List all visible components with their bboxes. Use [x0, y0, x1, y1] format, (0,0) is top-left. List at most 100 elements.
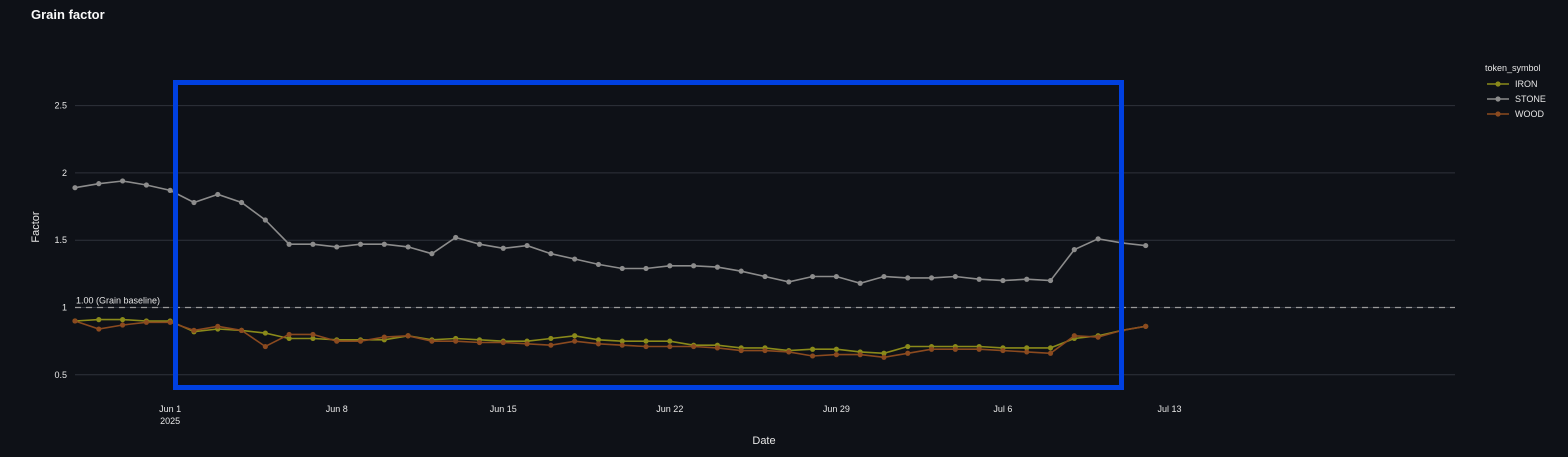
data-point-stone — [1071, 247, 1077, 253]
y-axis-ticks: 0.5 1 1.5 2 2.5 — [54, 101, 67, 380]
data-point-stone — [786, 279, 792, 285]
data-point-stone — [667, 263, 673, 269]
data-point-stone — [1024, 276, 1030, 282]
data-point-stone — [357, 241, 364, 247]
data-point-stone — [905, 275, 911, 281]
data-point-wood — [215, 323, 221, 329]
data-point-stone — [1095, 236, 1101, 242]
data-point-wood — [595, 341, 602, 347]
data-point-stone — [1047, 277, 1054, 284]
data-point-iron — [572, 333, 578, 339]
data-point-iron — [667, 338, 673, 344]
data-point-wood — [809, 353, 816, 359]
data-point-stone — [119, 178, 126, 184]
legend-item-stone: STONE — [1515, 94, 1546, 104]
series-line-stone — [74, 180, 1146, 285]
data-point-stone — [619, 265, 625, 272]
data-point-stone — [976, 276, 982, 282]
data-point-stone — [381, 241, 387, 247]
legend: token_symbol IRON STONE WOOD — [1485, 63, 1546, 119]
data-point-stone — [476, 241, 483, 247]
data-point-stone — [1000, 277, 1006, 284]
series-line-wood — [74, 320, 1146, 359]
data-point-stone — [215, 191, 221, 198]
x-tick-label: Jul 13 — [1157, 404, 1181, 414]
data-point-iron — [1024, 345, 1030, 351]
data-point-iron — [881, 350, 887, 356]
y-tick-label: 1.5 — [54, 235, 67, 245]
data-point-wood — [905, 350, 911, 356]
x-tick-label: Jun 22 — [656, 404, 683, 414]
y-tick-label: 2.5 — [54, 101, 67, 111]
data-point-iron — [1047, 345, 1054, 351]
baseline-label: 1.00 (Grain baseline) — [76, 296, 160, 306]
y-tick-label: 1 — [62, 303, 67, 313]
data-point-wood — [310, 331, 316, 338]
data-point-wood — [762, 347, 768, 354]
data-point-stone — [928, 275, 935, 281]
data-point-iron — [809, 346, 816, 352]
data-point-wood — [119, 322, 126, 328]
legend-title: token_symbol — [1485, 63, 1541, 73]
data-point-wood — [643, 343, 649, 350]
data-point-stone — [548, 251, 554, 257]
data-point-stone — [857, 280, 863, 286]
data-point-wood — [238, 327, 245, 333]
data-point-iron — [310, 335, 316, 342]
data-point-wood — [857, 352, 863, 358]
data-point-wood — [833, 352, 839, 358]
data-point-stone — [167, 187, 173, 193]
y-tick-label: 0.5 — [54, 370, 67, 380]
legend-item-wood: WOOD — [1515, 109, 1544, 119]
data-point-stone — [238, 199, 245, 206]
data-point-iron — [262, 330, 268, 336]
data-point-stone — [809, 273, 816, 280]
x-tick-label: Jun 1 — [159, 404, 181, 414]
data-point-wood — [548, 342, 554, 348]
data-point-wood — [1143, 323, 1149, 329]
data-point-wood — [1024, 349, 1030, 355]
series-group — [72, 178, 1149, 360]
data-point-wood — [262, 343, 268, 350]
data-point-iron — [833, 346, 839, 352]
data-point-wood — [952, 346, 958, 352]
data-point-stone — [429, 251, 435, 257]
x-axis-title: Date — [752, 435, 775, 447]
baseline-group: 1.00 (Grain baseline) — [75, 296, 1455, 309]
data-point-wood — [619, 342, 625, 348]
x-axis-ticks: Jun 1 2025 Jun 8 Jun 15 Jun 22 Jun 29 Jul 6 Jul… — [159, 404, 1181, 426]
data-point-stone — [595, 261, 602, 268]
data-point-iron — [119, 317, 126, 323]
data-point-wood — [928, 346, 935, 352]
data-point-wood — [191, 327, 197, 333]
gridlines — [75, 105, 1455, 376]
data-point-iron — [905, 343, 911, 350]
legend-marker-wood — [1495, 111, 1501, 117]
x-tick-label: Jun 15 — [490, 404, 517, 414]
data-point-wood — [96, 326, 102, 332]
data-point-wood — [72, 318, 78, 324]
data-point-iron — [286, 335, 292, 342]
data-point-stone — [643, 265, 649, 272]
series-line-iron — [74, 318, 1146, 355]
legend-marker-iron — [1495, 81, 1501, 87]
data-point-stone — [1143, 242, 1149, 249]
data-point-wood — [167, 319, 173, 325]
series-stone — [72, 178, 1149, 286]
data-point-stone — [881, 273, 887, 280]
data-point-iron — [619, 338, 625, 344]
data-point-stone — [310, 241, 316, 247]
data-point-stone — [833, 273, 839, 280]
y-tick-label: 2 — [62, 168, 67, 178]
highlight-overlay — [173, 80, 1124, 390]
data-point-wood — [976, 346, 982, 352]
data-point-iron — [96, 317, 102, 323]
data-point-wood — [572, 338, 578, 344]
data-point-stone — [500, 245, 506, 251]
data-point-wood — [738, 347, 744, 354]
data-point-wood — [881, 354, 887, 360]
legend-item-iron: IRON — [1515, 79, 1538, 89]
data-point-stone — [334, 244, 340, 250]
y-axis-title: Factor — [30, 211, 42, 243]
